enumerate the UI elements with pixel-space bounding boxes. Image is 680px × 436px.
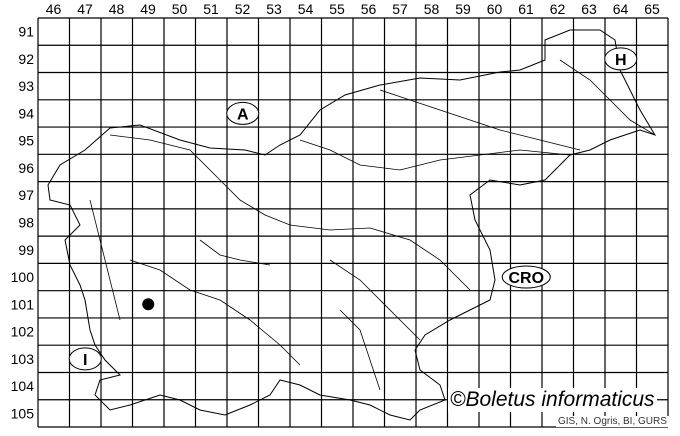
country-label-ellipse: [68, 347, 102, 371]
row-label: 92: [18, 51, 34, 67]
column-label: 56: [361, 1, 377, 17]
column-label: 61: [518, 1, 534, 17]
country-labels: A H CRO I: [68, 47, 638, 371]
column-label: 53: [266, 1, 282, 17]
row-label: 98: [18, 215, 34, 231]
country-label-ellipse: [501, 265, 551, 289]
row-label: 94: [18, 105, 34, 121]
column-label: 64: [613, 1, 629, 17]
column-label: 46: [46, 1, 62, 17]
column-label: 63: [581, 1, 597, 17]
column-label: 59: [455, 1, 471, 17]
column-label: 49: [140, 1, 156, 17]
row-labels: 91 92 93 94 95 96 97 98 99 100 101 102 103 104 105: [11, 24, 35, 422]
source-text: GIS, N. Ogris, BI, GURS: [556, 416, 669, 427]
credit-text: ©Boletus informaticus: [448, 388, 657, 412]
country-label: H: [615, 52, 627, 69]
row-label: 102: [11, 324, 35, 340]
column-label: 50: [172, 1, 188, 17]
row-label: 104: [11, 378, 35, 394]
country-label: A: [237, 106, 249, 123]
row-label: 101: [11, 296, 35, 312]
row-label: 99: [18, 242, 34, 258]
column-label: 57: [392, 1, 408, 17]
country-label-ellipse: [226, 101, 260, 125]
rivers: [89, 59, 656, 391]
row-label: 100: [11, 269, 35, 285]
column-label: 54: [298, 1, 314, 17]
row-label: 93: [18, 78, 34, 94]
row-label: 105: [11, 405, 35, 421]
column-label: 51: [203, 1, 219, 17]
column-label: 55: [329, 1, 345, 17]
column-label: 52: [235, 1, 251, 17]
grid: [37, 17, 669, 428]
records: [142, 298, 155, 311]
column-labels: 46 47 48 49 50 51 52 53 54 55 56 57 58 59 60 61 62 63 64 65: [46, 1, 660, 17]
row-label: 97: [18, 187, 34, 203]
country-label: I: [83, 352, 87, 369]
column-label: 58: [424, 1, 440, 17]
row-label: 91: [18, 24, 34, 40]
country-label-ellipse: [604, 47, 638, 71]
column-label: 65: [644, 1, 660, 17]
column-label: 62: [550, 1, 566, 17]
column-label: 60: [487, 1, 503, 17]
column-label: 47: [77, 1, 93, 17]
country-label: CRO: [508, 270, 544, 287]
row-label: 95: [18, 133, 34, 149]
row-label: 103: [11, 351, 35, 367]
column-label: 48: [109, 1, 125, 17]
row-label: 96: [18, 160, 34, 176]
record-dot: [142, 298, 155, 311]
slovenia-outline: [47, 29, 657, 421]
